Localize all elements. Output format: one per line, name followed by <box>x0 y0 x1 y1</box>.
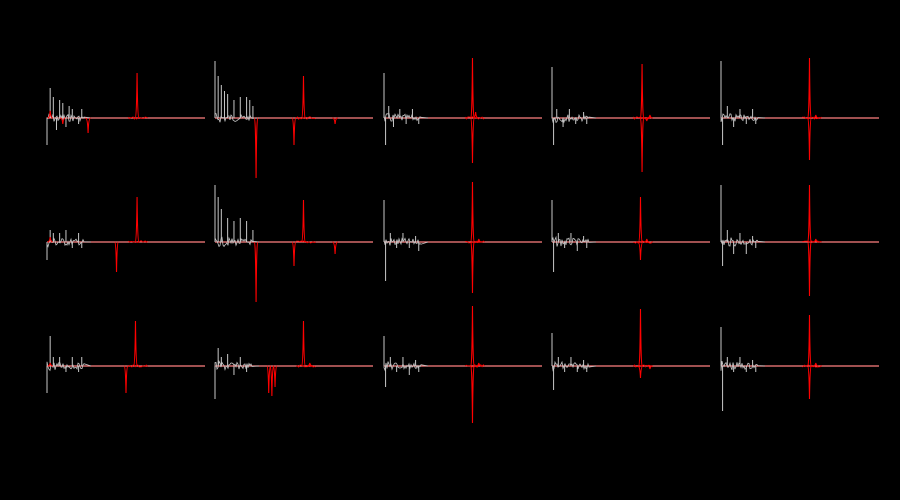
red-spike <box>807 57 812 119</box>
red-trace-ripple <box>464 116 485 120</box>
panel-r1c3 <box>383 57 542 164</box>
red-spike <box>807 184 812 243</box>
red-spike <box>813 114 819 119</box>
panel-r1c4 <box>551 63 710 173</box>
red-spike <box>114 241 119 273</box>
panel-r3c4 <box>551 308 710 390</box>
red-spike <box>133 320 138 367</box>
red-spike <box>470 305 475 367</box>
red-spike <box>639 63 645 119</box>
red-spike <box>253 241 259 303</box>
panel-r2c4 <box>551 196 710 272</box>
red-spike <box>85 117 91 134</box>
red-spike <box>134 72 140 119</box>
panel-r1c1 <box>46 72 205 145</box>
panel-r2c2 <box>214 185 373 303</box>
red-spike <box>134 196 140 243</box>
panel-r1c5 <box>720 57 879 161</box>
red-spike <box>470 57 475 119</box>
panel-r3c5 <box>720 314 879 411</box>
red-spike <box>638 308 643 367</box>
panel-r3c3 <box>383 305 542 424</box>
gray-trace-noise <box>214 112 259 123</box>
red-spike <box>470 241 475 294</box>
red-spike <box>807 117 812 161</box>
gray-trace-noise <box>720 237 765 247</box>
red-trace-ripple <box>632 364 653 368</box>
red-spike <box>813 362 819 367</box>
red-spike <box>301 320 306 367</box>
panel-r3c2 <box>214 320 373 399</box>
red-spike <box>332 117 338 125</box>
red-spike <box>473 111 479 119</box>
red-spike <box>123 365 129 394</box>
red-trace-ripple <box>127 116 148 120</box>
red-spike <box>253 117 259 179</box>
red-trace-ripple <box>802 364 822 368</box>
red-spike <box>272 365 278 388</box>
red-spike <box>301 75 306 119</box>
red-spike <box>637 365 644 379</box>
red-spike <box>47 110 53 119</box>
red-spike <box>476 362 482 367</box>
red-trace-ripple <box>128 240 148 243</box>
red-trace-ripple <box>128 364 148 368</box>
red-trace-ripple <box>633 240 653 244</box>
red-trace-ripple <box>802 240 822 244</box>
red-trace-ripple <box>632 116 653 120</box>
gray-trace-noise <box>383 112 428 122</box>
red-spike <box>807 314 812 367</box>
red-spike <box>637 241 644 261</box>
red-trace-ripple <box>465 240 485 244</box>
red-spike <box>638 196 643 243</box>
red-trace-ripple <box>802 116 822 120</box>
panel-r2c1 <box>46 196 205 273</box>
red-spike <box>470 365 475 424</box>
panel-r1c2 <box>214 61 373 179</box>
red-spike <box>807 365 812 400</box>
red-spike <box>639 117 645 173</box>
red-trace-ripple <box>296 240 316 244</box>
red-trace-ripple <box>296 116 316 120</box>
red-trace-ripple <box>296 364 316 368</box>
red-spike <box>47 237 53 243</box>
panel-r2c5 <box>720 184 879 297</box>
red-spike <box>470 117 475 164</box>
red-spike <box>291 241 297 267</box>
red-spike <box>60 117 66 125</box>
red-spike <box>47 362 53 367</box>
red-spike <box>470 181 475 243</box>
red-spike <box>332 241 338 255</box>
red-spike <box>266 365 271 394</box>
red-trace-ripple <box>465 363 485 368</box>
panel-r2c3 <box>383 181 542 294</box>
panel-r3c1 <box>46 320 205 394</box>
red-spike <box>291 117 297 146</box>
red-spike <box>301 199 306 243</box>
gray-trace-noise <box>46 237 91 248</box>
red-spike <box>269 365 275 397</box>
red-spike <box>807 241 812 297</box>
